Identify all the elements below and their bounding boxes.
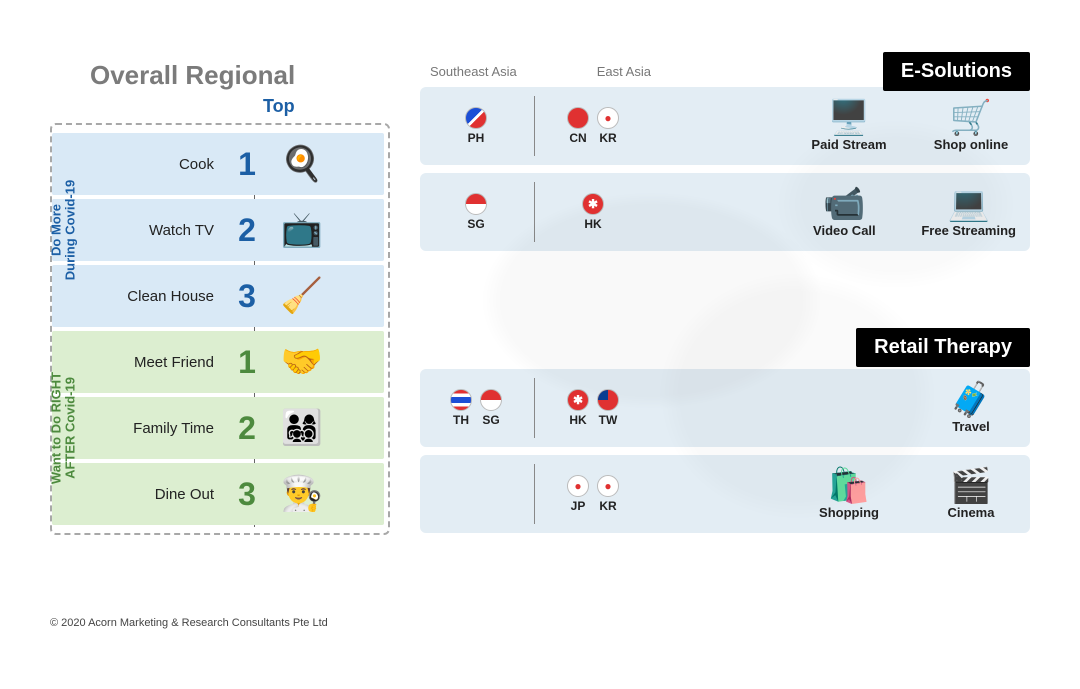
region-separator (534, 96, 535, 156)
during-rank-3: 3 (222, 278, 272, 315)
sea-flags: THSG (430, 389, 522, 427)
service-label: Cinema (948, 505, 995, 520)
vlabel-after-l1: Want to Do RIGHT (49, 372, 64, 484)
overall-title: Overall Regional (90, 60, 390, 91)
service-label: Shop online (934, 137, 1008, 152)
flag-jp: ●JP (567, 475, 589, 513)
slide: Overall Regional Top Do More During Covi… (50, 60, 1030, 541)
clean-icon: 🧹 (272, 272, 332, 320)
data-row: THSG ✱HK TW 🧳 Travel (420, 369, 1030, 447)
services: 📹 Video Call 💻 Free Streaming (645, 187, 1016, 238)
data-row: ●JP ●KR 🛍️ Shopping 🎬 Cinema (420, 455, 1030, 533)
service-paid-stream: 🖥️ Paid Stream (804, 101, 894, 152)
paid-stream-icon: 🖥️ (828, 101, 870, 135)
service-label: Travel (952, 419, 990, 434)
free-streaming-icon: 💻 (948, 187, 990, 221)
services: 🧳 Travel (645, 383, 1016, 434)
family-icon: 👨‍👩‍👧‍👦 (272, 404, 332, 452)
service-travel: 🧳 Travel (926, 383, 1016, 434)
hdr-sea: Southeast Asia (430, 64, 517, 79)
service-shop-online: 🛒 Shop online (926, 101, 1016, 152)
region-separator (534, 182, 535, 242)
cook-icon: 🍳 (272, 140, 332, 188)
vlabel-after-l2: AFTER Covid-19 (63, 377, 78, 479)
tv-icon: 📺 (272, 206, 332, 254)
after-rank-1: 1 (222, 344, 272, 381)
dine-out-icon: 👨‍🍳 (272, 470, 332, 518)
service-video-call: 📹 Video Call (799, 187, 889, 238)
cinema-icon: 🎬 (950, 469, 992, 503)
hdr-ea: East Asia (597, 64, 651, 79)
ea-flags: ●JP ●KR (547, 475, 639, 513)
flag-hk: ✱HK (582, 193, 604, 231)
retail-therapy-panel: THSG ✱HK TW 🧳 Travel ●JP ●KR 🛍️ Shopping 🎬 Cinema (420, 369, 1030, 533)
flag-ph: PH (465, 107, 487, 145)
flag-cn: CN (567, 107, 589, 145)
service-shopping: 🛍️ Shopping (804, 469, 894, 520)
during-row-3: Clean House 3 🧹 (52, 265, 384, 327)
meet-friend-icon: 🤝 (272, 338, 332, 386)
vlabel-during-l1: Do More (49, 204, 64, 256)
after-row-2: Family Time 2 👨‍👩‍👧‍👦 (52, 397, 384, 459)
service-label: Paid Stream (811, 137, 886, 152)
e-solutions-panel: PH CN ●KR 🖥️ Paid Stream 🛒 Shop online SG ✱HK 📹 Vi… (420, 87, 1030, 251)
flag-kr: ●KR (597, 107, 619, 145)
region-separator (534, 378, 535, 438)
overall-regional-panel: Overall Regional Top Do More During Covi… (50, 60, 390, 541)
section-during-covid: Do More During Covid-19 Cook 1 🍳 Watch T… (52, 133, 384, 327)
flag-tw: TW (597, 389, 619, 427)
after-row-1: Meet Friend 1 🤝 (52, 331, 384, 393)
shopping-icon: 🛍️ (828, 469, 870, 503)
after-row-3: Dine Out 3 👨‍🍳 (52, 463, 384, 525)
ea-flags: ✱HK (547, 193, 639, 231)
service-cinema: 🎬 Cinema (926, 469, 1016, 520)
during-rank-1: 1 (222, 146, 272, 183)
travel-icon: 🧳 (950, 383, 992, 417)
ea-flags: CN ●KR (547, 107, 639, 145)
flag-hk: ✱HK (567, 389, 589, 427)
services: 🛍️ Shopping 🎬 Cinema (645, 469, 1016, 520)
flag-sg: SG (465, 193, 487, 231)
flag-th: TH (450, 389, 472, 427)
top-label: Top (263, 96, 295, 117)
right-panel: E-Solutions Southeast Asia East Asia PHC… (420, 60, 1030, 541)
vlabel-after: Want to Do RIGHT AFTER Covid-19 (50, 333, 79, 523)
video-call-icon: 📹 (823, 187, 865, 221)
vlabel-during: Do More During Covid-19 (50, 135, 79, 325)
data-row: PH CN ●KR 🖥️ Paid Stream 🛒 Shop online (420, 87, 1030, 165)
after-rank-2: 2 (222, 410, 272, 447)
during-rank-2: 2 (222, 212, 272, 249)
sea-flags: PH (430, 107, 522, 145)
service-label: Free Streaming (921, 223, 1016, 238)
copyright: © 2020 Acorn Marketing & Research Consul… (50, 617, 328, 629)
region-separator (534, 464, 535, 524)
ea-flags: ✱HK TW (547, 389, 639, 427)
banner-retail-therapy: Retail Therapy (856, 328, 1030, 367)
services: 🖥️ Paid Stream 🛒 Shop online (645, 101, 1016, 152)
data-row: SG ✱HK 📹 Video Call 💻 Free Streaming (420, 173, 1030, 251)
after-rank-3: 3 (222, 476, 272, 513)
sea-flags: SG (430, 193, 522, 231)
vlabel-during-l2: During Covid-19 (63, 180, 78, 280)
during-row-1: Cook 1 🍳 (52, 133, 384, 195)
service-label: Video Call (813, 223, 876, 238)
service-label: Shopping (819, 505, 879, 520)
shop-online-icon: 🛒 (950, 101, 992, 135)
during-row-2: Watch TV 2 📺 (52, 199, 384, 261)
flag-sg: SG (480, 389, 502, 427)
banner-e-solutions: E-Solutions (883, 52, 1030, 91)
flag-kr: ●KR (597, 475, 619, 513)
section-after-covid: Want to Do RIGHT AFTER Covid-19 Meet Fri… (52, 331, 384, 525)
service-free-streaming: 💻 Free Streaming (921, 187, 1016, 238)
ranking-box: Do More During Covid-19 Cook 1 🍳 Watch T… (50, 123, 390, 535)
